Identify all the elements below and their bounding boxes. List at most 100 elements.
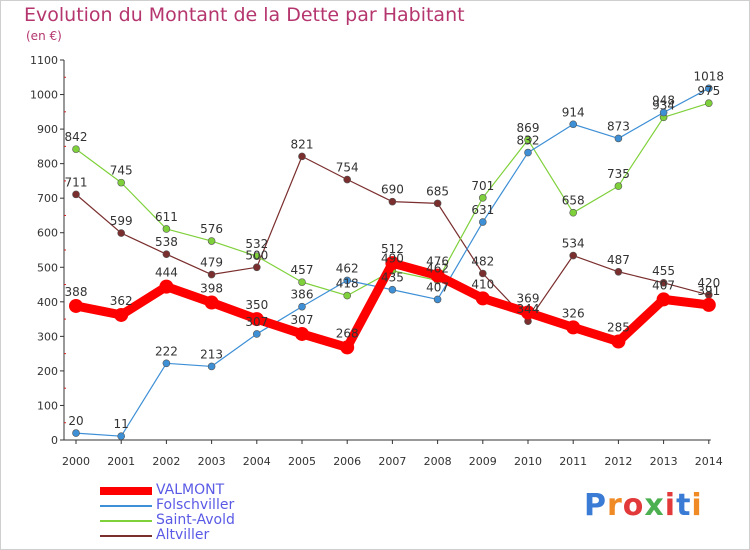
x-tick-label: 2000 bbox=[62, 455, 90, 468]
legend-item-folschviller[interactable]: Folschviller bbox=[100, 497, 360, 514]
x-tick-label: 2006 bbox=[333, 455, 361, 468]
y-tick-label: 700 bbox=[37, 192, 58, 205]
y-tick-label: 1100 bbox=[30, 54, 58, 67]
x-tick-label: 2005 bbox=[288, 455, 316, 468]
y-tick-label: 100 bbox=[37, 399, 58, 412]
data-label-valmont: 476 bbox=[426, 255, 449, 269]
point-altviller bbox=[433, 199, 442, 208]
point-saint-avold bbox=[72, 145, 80, 153]
data-label-folschviller: 407 bbox=[426, 280, 449, 294]
point-folschviller bbox=[298, 302, 306, 311]
point-altviller bbox=[162, 250, 171, 258]
x-tick-label: 2014 bbox=[695, 455, 723, 468]
data-label-folschviller: 20 bbox=[68, 414, 83, 428]
data-label-valmont: 369 bbox=[517, 292, 540, 306]
data-label-folschviller: 386 bbox=[291, 288, 314, 302]
data-label-folschviller: 462 bbox=[336, 261, 359, 275]
legend-item-altviller[interactable]: Altviller bbox=[100, 527, 360, 544]
data-label-valmont: 391 bbox=[697, 284, 720, 298]
point-altviller bbox=[569, 251, 578, 260]
point-folschviller bbox=[343, 276, 352, 285]
point-saint-avold bbox=[207, 237, 216, 245]
data-label-saint-avold: 532 bbox=[245, 237, 268, 251]
x-tick-label: 2011 bbox=[559, 455, 587, 468]
axes: 0 100 200 300 400 500 600 700 800 900 1000 1100 2000… bbox=[30, 54, 723, 468]
data-label-valmont: 350 bbox=[245, 298, 268, 312]
x-tick-label: 2004 bbox=[243, 455, 271, 468]
y-tick-label: 200 bbox=[37, 365, 58, 378]
legend-swatch-folschviller bbox=[100, 505, 152, 507]
data-label-valmont: 398 bbox=[200, 282, 223, 296]
y-tick-label: 0 bbox=[51, 434, 58, 447]
legend-label-folschviller: Folschviller bbox=[156, 497, 235, 513]
point-altviller bbox=[388, 197, 397, 206]
data-label-altviller: 455 bbox=[652, 264, 675, 278]
point-valmont bbox=[566, 320, 581, 335]
data-label-saint-avold: 701 bbox=[471, 179, 494, 193]
point-valmont bbox=[430, 268, 445, 283]
point-valmont bbox=[385, 256, 400, 271]
point-valmont bbox=[475, 291, 490, 306]
point-altviller bbox=[614, 267, 623, 276]
data-label-saint-avold: 842 bbox=[65, 130, 88, 144]
data-label-saint-avold: 462 bbox=[426, 261, 449, 275]
point-saint-avold bbox=[614, 182, 623, 190]
point-saint-avold bbox=[343, 291, 352, 300]
data-label-folschviller: 948 bbox=[652, 94, 675, 108]
data-label-folschviller: 213 bbox=[200, 347, 223, 361]
point-altviller bbox=[252, 263, 261, 272]
proxiti-logo: Proxiti bbox=[584, 488, 703, 523]
legend-item-saint-avold[interactable]: Saint-Avold bbox=[100, 512, 360, 529]
point-folschviller bbox=[524, 148, 532, 157]
point-saint-avold bbox=[252, 252, 261, 261]
data-label-altviller: 479 bbox=[200, 256, 223, 270]
point-folschviller bbox=[162, 359, 171, 368]
data-label-folschviller: 11 bbox=[114, 417, 129, 431]
data-label-altviller: 534 bbox=[562, 237, 585, 251]
point-folschviller bbox=[433, 295, 442, 304]
point-folschviller bbox=[72, 429, 80, 437]
x-tick-label: 2007 bbox=[378, 455, 406, 468]
y-tick-label: 500 bbox=[37, 261, 58, 274]
point-altviller bbox=[72, 190, 80, 199]
data-label-altviller: 538 bbox=[155, 235, 178, 249]
point-folschviller bbox=[252, 330, 261, 338]
y-tick-label: 300 bbox=[37, 330, 58, 343]
x-tick-label: 2008 bbox=[424, 455, 452, 468]
point-folschviller bbox=[704, 84, 713, 93]
point-folschviller bbox=[388, 285, 397, 294]
logo-letter: i bbox=[664, 488, 677, 523]
data-label-saint-avold: 457 bbox=[291, 263, 314, 277]
point-saint-avold bbox=[117, 178, 125, 187]
y-tick-label: 900 bbox=[37, 123, 58, 136]
data-label-altviller: 754 bbox=[336, 161, 359, 175]
data-label-valmont: 388 bbox=[65, 285, 88, 299]
y-tick-label: 800 bbox=[37, 158, 58, 171]
logo-letter: o bbox=[622, 488, 645, 523]
y-tick-label: 600 bbox=[37, 227, 58, 240]
point-saint-avold bbox=[162, 225, 171, 233]
point-altviller bbox=[343, 175, 352, 184]
point-folschviller bbox=[478, 218, 487, 226]
data-label-altviller: 487 bbox=[607, 253, 630, 267]
legend-item-valmont[interactable]: VALMONT bbox=[100, 482, 360, 499]
point-saint-avold bbox=[524, 136, 532, 144]
point-saint-avold bbox=[569, 208, 578, 217]
data-label-saint-avold: 576 bbox=[200, 222, 223, 236]
data-label-valmont: 444 bbox=[155, 266, 178, 280]
x-tick-label: 2003 bbox=[198, 455, 226, 468]
legend: VALMONT Folschviller Saint-Avold Altvill… bbox=[100, 482, 360, 544]
point-folschviller bbox=[207, 362, 216, 371]
data-label-saint-avold: 490 bbox=[381, 252, 404, 266]
data-label-altviller: 482 bbox=[471, 254, 494, 268]
data-label-saint-avold: 745 bbox=[110, 164, 133, 178]
legend-label-valmont: VALMONT bbox=[156, 482, 225, 498]
point-saint-avold bbox=[478, 194, 487, 202]
x-tick-label: 2010 bbox=[514, 455, 542, 468]
x-tick-label: 2002 bbox=[152, 455, 180, 468]
logo-letter: i bbox=[691, 488, 703, 523]
data-label-saint-avold: 975 bbox=[697, 84, 720, 98]
point-folschviller bbox=[659, 108, 668, 117]
